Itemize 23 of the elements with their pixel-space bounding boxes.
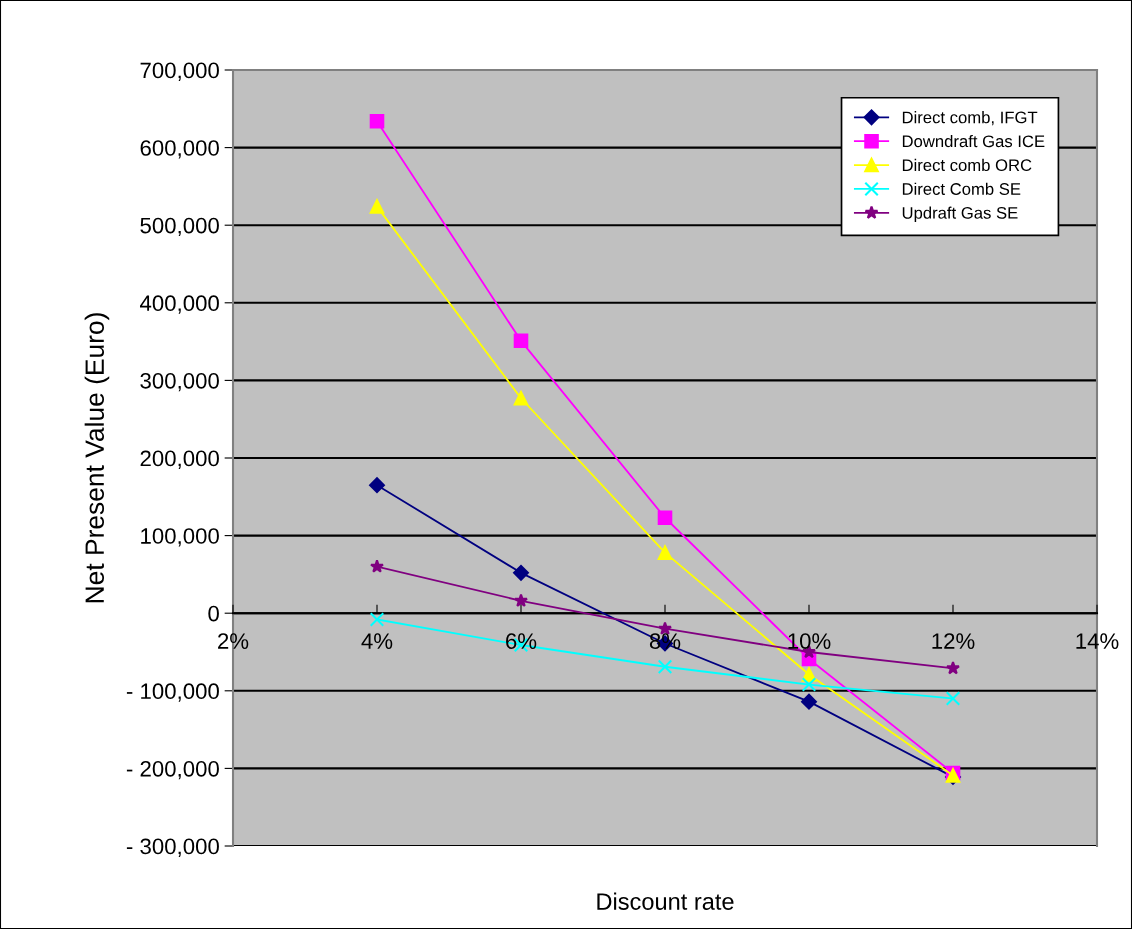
y-tick-label: 500,000 <box>140 217 219 237</box>
legend-label: Direct comb ORC <box>902 158 1032 172</box>
y-tick-label: 300,000 <box>140 372 219 392</box>
y-tick-label: 600,000 <box>140 140 219 159</box>
legend-label: Downdraft Gas ICE <box>902 134 1045 148</box>
y-tick-label: 0 <box>208 605 219 622</box>
y-tick-label: 200,000 <box>140 450 219 469</box>
legend-label: Direct Comb SE <box>902 182 1021 195</box>
y-tick-label: 400,000 <box>140 295 219 314</box>
x-tick-label: 14% <box>1076 633 1119 649</box>
x-tick-label: 10% <box>788 633 831 649</box>
y-tick-label: 700,000 <box>140 62 219 81</box>
x-tick-label: 12% <box>932 633 975 649</box>
y-axis-title: Net Present Value (Euro) <box>84 313 110 603</box>
y-tick-label: - 100,000 <box>126 683 219 702</box>
x-axis-title: Discount rate <box>597 892 734 910</box>
y-tick-label: 100,000 <box>141 528 219 547</box>
legend-label: Direct comb, IFGT <box>902 111 1038 126</box>
y-tick-label: - 300,000 <box>126 838 219 857</box>
y-tick-label: - 200,000 <box>126 760 219 780</box>
x-tick-label: 2% <box>218 633 249 649</box>
legend-label: Updraft Gas SE <box>902 206 1018 223</box>
x-tick-label: 4% <box>361 633 393 649</box>
